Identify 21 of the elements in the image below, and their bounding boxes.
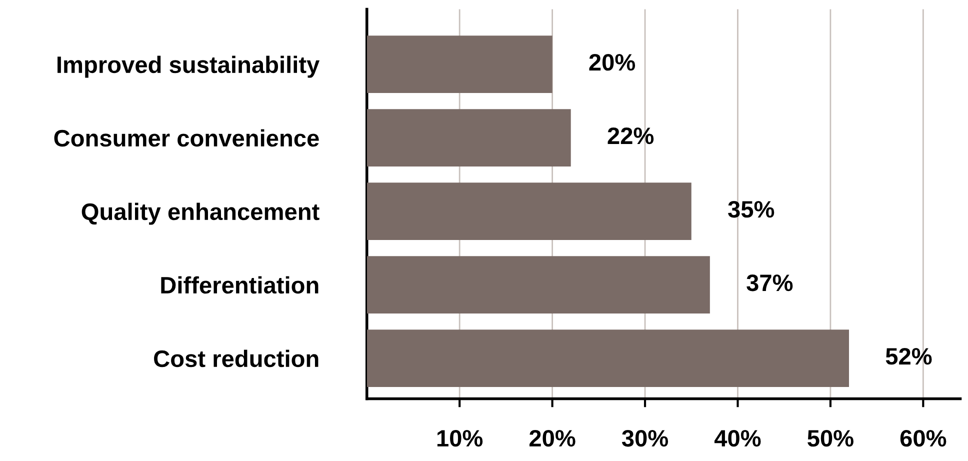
x-tick-label: 50%	[808, 430, 854, 447]
bar	[366, 109, 571, 167]
data-label: 20%	[589, 54, 636, 71]
y-tick-label: Quality enhancement	[82, 202, 320, 225]
bar	[366, 256, 710, 314]
y-tick-label: Improved sustainability	[58, 56, 320, 78]
data-label: 37%	[746, 274, 793, 292]
bar	[366, 182, 692, 240]
x-tick-label: 10%	[437, 430, 483, 447]
data-label: 22%	[608, 127, 654, 144]
x-tick-label: 30%	[622, 430, 668, 447]
y-tick-label: Differentiation	[161, 276, 318, 294]
data-label: 35%	[728, 200, 774, 218]
y-tick-label: Consumer convenience	[54, 129, 319, 147]
data-label: 52%	[886, 348, 932, 365]
bar	[366, 36, 552, 94]
x-tick-label: 20%	[529, 430, 576, 447]
x-tick-label: 60%	[900, 430, 946, 447]
y-tick-label: Cost reduction	[154, 350, 318, 368]
x-tick-label: 40%	[714, 430, 761, 447]
bar	[366, 330, 849, 388]
